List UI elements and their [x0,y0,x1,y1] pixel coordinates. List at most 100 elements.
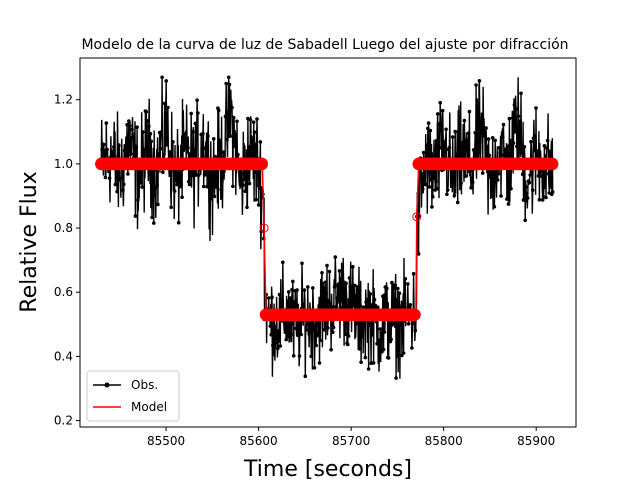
obs-point [527,180,532,185]
legend-model-label: Model [131,400,167,414]
obs-point [321,302,326,307]
obs-point [474,83,478,87]
x-tick-label: 85900 [517,434,555,448]
obs-point [116,154,120,159]
obs-point [401,351,406,355]
obs-point [546,172,551,176]
obs-point [471,148,476,152]
obs-point [440,108,445,113]
obs-point [118,176,123,181]
obs-point [236,152,240,157]
obs-point [520,151,524,155]
obs-point [206,182,211,187]
obs-point [376,305,380,310]
obs-point [435,186,439,191]
obs-point [378,327,383,331]
obs-point [520,172,525,176]
x-tick-label: 85700 [332,434,370,448]
obs-point [367,323,372,328]
obs-point [255,117,259,121]
obs-point [381,294,385,299]
obs-point [188,152,193,156]
obs-point [230,105,234,110]
obs-point [549,149,553,154]
obs-point [325,263,329,268]
obs-point [427,185,432,189]
y-axis-label: Relative Flux [17,171,42,312]
obs-point [330,322,334,326]
obs-point [297,354,302,358]
obs-point [191,130,195,134]
obs-point [537,197,542,202]
obs-point [492,204,497,209]
obs-point [223,114,228,119]
obs-point [257,186,262,191]
obs-point [462,118,467,123]
obs-point [429,178,433,182]
obs-point [159,130,163,134]
obs-point [161,170,165,174]
x-axis-ticks: 85500 85600 85700 85800 85900 [147,427,555,448]
obs-point [503,147,508,152]
obs-point [332,285,337,289]
model-transition-point [259,223,269,233]
obs-point [530,170,534,175]
obs-point [445,188,450,192]
obs-point [270,295,274,300]
obs-point [214,185,218,189]
obs-point [209,196,213,201]
obs-point [160,75,164,80]
obs-point [385,286,389,291]
obs-point [130,127,134,132]
obs-point [377,340,382,344]
obs-point [112,145,116,149]
obs-point [309,354,314,359]
y-tick-label: 0.2 [54,414,73,428]
obs-point [473,130,478,135]
obs-point [422,171,427,175]
obs-point [439,146,443,150]
model-point [545,157,559,171]
obs-point [327,269,332,274]
obs-point [103,175,108,180]
obs-point [221,174,225,178]
obs-point [485,169,490,174]
obs-point [426,121,431,125]
obs-point [247,181,252,186]
obs-point [231,184,235,189]
obs-point [252,130,257,134]
obs-point [475,143,479,148]
obs-point [500,134,505,139]
obs-point [256,183,260,188]
obs-point [227,82,232,87]
obs-point [104,121,109,125]
obs-point [142,147,147,152]
obs-point [444,127,448,132]
x-tick-label: 85500 [147,434,185,448]
obs-point [389,337,393,342]
obs-point [357,347,362,351]
obs-point [453,129,458,134]
obs-point [545,146,549,151]
obs-point [343,332,348,337]
obs-point [333,255,338,259]
model-series [95,157,559,321]
obs-point [442,148,447,153]
obs-point [225,137,229,142]
obs-point [218,138,223,143]
obs-point [107,176,112,180]
obs-point [304,328,309,332]
obs-point [353,293,358,298]
obs-point [176,220,181,225]
obs-point [335,296,339,301]
obs-point [495,178,500,182]
obs-point [349,290,353,295]
obs-point [107,169,111,174]
obs-point [117,143,121,148]
obs-point [136,198,140,202]
obs-point [515,142,520,146]
obs-point [331,325,336,330]
obs-point [295,288,299,292]
obs-point [256,203,261,207]
